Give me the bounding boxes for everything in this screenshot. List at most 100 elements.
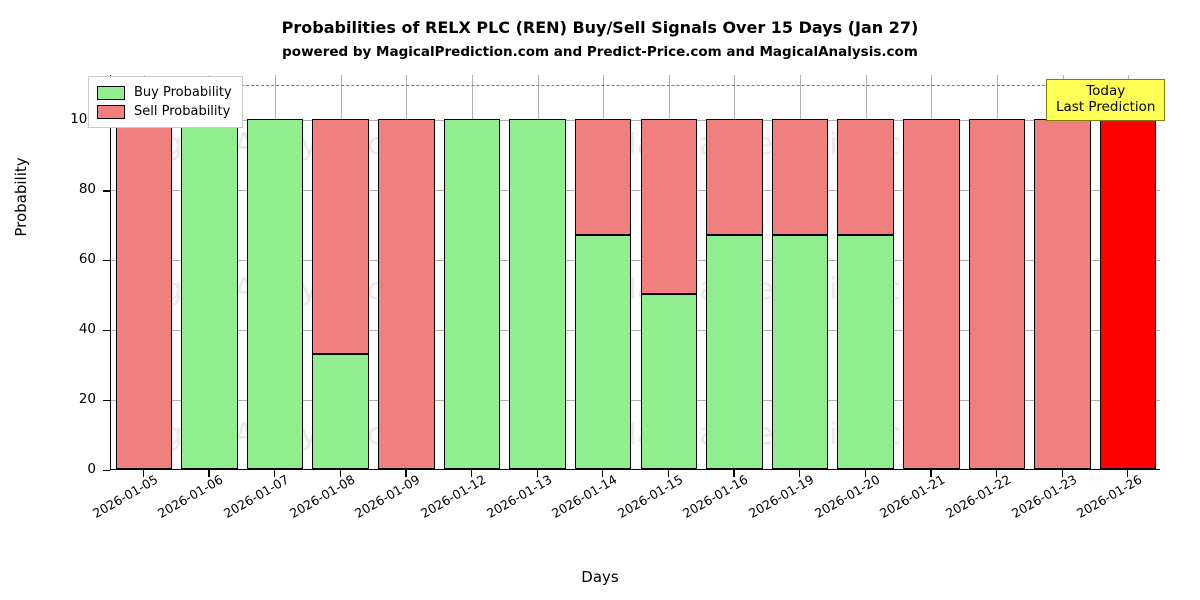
bar-segment-sell[interactable] — [574, 119, 632, 235]
bar-2026-01-19[interactable] — [771, 75, 829, 469]
y-tick-mark — [103, 330, 110, 332]
x-tick-label: 2026-01-05 — [89, 471, 161, 521]
bar-2026-01-16[interactable] — [706, 75, 763, 469]
legend-label-sell: Sell Probability — [134, 104, 231, 119]
x-tick-mark — [339, 470, 341, 477]
bar-2026-01-26[interactable] — [1099, 75, 1157, 469]
bar-segment-buy[interactable] — [771, 234, 829, 469]
legend-item-sell[interactable]: Sell Probability — [97, 102, 232, 121]
bar-2026-01-22[interactable] — [968, 75, 1026, 469]
legend-swatch-sell — [97, 104, 125, 119]
x-tick-label: 2026-01-19 — [746, 471, 817, 521]
x-tick-label: 2026-01-23 — [1008, 471, 1079, 521]
chart-title: Probabilities of RELX PLC (REN) Buy/Sell… — [281, 18, 919, 37]
bar-segment-sell[interactable] — [968, 119, 1026, 469]
bar-2026-01-23[interactable] — [1034, 75, 1091, 469]
x-tick-mark — [602, 470, 604, 477]
today-annotation-line2: Last Prediction — [1056, 99, 1156, 116]
bar-2026-01-14[interactable] — [574, 75, 632, 469]
x-tick-mark — [1061, 470, 1063, 477]
x-tick-mark — [470, 470, 473, 477]
x-tick-mark — [864, 470, 866, 477]
gridline-horizontal — [111, 190, 1160, 192]
x-tick-mark — [733, 470, 735, 477]
bar-segment-buy[interactable] — [509, 119, 566, 469]
bar-segment-sell[interactable] — [1034, 119, 1091, 469]
bar-2026-01-13[interactable] — [509, 75, 566, 469]
bar-segment-buy[interactable] — [837, 234, 894, 469]
threshold-dashed-line — [111, 85, 1160, 87]
x-tick-mark — [995, 470, 998, 477]
x-tick-mark — [930, 470, 932, 477]
bar-2026-01-21[interactable] — [903, 75, 960, 469]
y-tick-label: 40 — [78, 321, 96, 338]
bar-segment-buy[interactable] — [574, 234, 632, 469]
bar-segment-today[interactable] — [1099, 119, 1157, 469]
x-tick-mark — [208, 470, 210, 477]
x-tick-mark — [274, 470, 276, 477]
y-tick-mark — [103, 470, 110, 472]
x-tick-label: 2026-01-20 — [811, 471, 883, 521]
legend-swatch-buy — [97, 85, 125, 100]
y-tick-label: 20 — [78, 391, 96, 408]
chart-subtitle: powered by MagicalPrediction.com and Pre… — [282, 44, 918, 60]
bar-segment-buy[interactable] — [246, 119, 304, 469]
x-axis-label: Days — [581, 568, 619, 586]
x-tick-label: 2026-01-21 — [877, 471, 948, 521]
x-tick-label: 2026-01-08 — [286, 471, 358, 521]
bar-segment-sell[interactable] — [771, 119, 829, 235]
today-annotation: Today Last Prediction — [1046, 79, 1166, 121]
today-annotation-line1: Today — [1086, 83, 1126, 99]
bar-2026-01-08[interactable] — [312, 75, 369, 469]
x-tick-mark — [536, 470, 538, 477]
bar-2026-01-07[interactable] — [246, 75, 304, 469]
gridline-horizontal — [111, 400, 1160, 402]
gridline-horizontal — [111, 260, 1160, 262]
y-tick-mark — [103, 260, 110, 262]
chart-legend: Buy Probability Sell Probability — [88, 76, 243, 128]
bar-segment-sell[interactable] — [903, 119, 960, 469]
bar-segment-sell[interactable] — [115, 119, 173, 469]
y-tick-label: 80 — [78, 181, 96, 198]
x-tick-mark — [405, 470, 407, 477]
y-axis-label: Probability — [12, 157, 30, 237]
plot-inner: MagicalAnalysis.comMagicalPrediction.com… — [111, 75, 1160, 469]
bar-segment-buy[interactable] — [443, 119, 501, 469]
bar-2026-01-05[interactable] — [115, 75, 173, 469]
bar-segment-buy[interactable] — [312, 353, 369, 469]
x-tick-label: 2026-01-07 — [221, 471, 292, 521]
x-tick-mark — [667, 470, 669, 477]
bar-segment-buy[interactable] — [640, 294, 698, 469]
x-tick-label: 2026-01-15 — [614, 471, 686, 521]
x-tick-mark — [142, 470, 144, 477]
x-tick-mark — [799, 470, 801, 477]
bar-segment-buy[interactable] — [181, 119, 238, 469]
x-tick-mark — [1127, 470, 1129, 477]
y-tick-label: 60 — [78, 251, 96, 268]
bar-2026-01-09[interactable] — [378, 75, 435, 469]
x-tick-label: 2026-01-09 — [352, 471, 423, 521]
bar-2026-01-15[interactable] — [640, 75, 698, 469]
bar-segment-sell[interactable] — [837, 119, 894, 235]
x-tick-label: 2026-01-06 — [155, 471, 226, 521]
bar-2026-01-12[interactable] — [443, 75, 501, 469]
bar-segment-sell[interactable] — [640, 119, 698, 295]
x-tick-label: 2026-01-14 — [549, 471, 620, 521]
bar-segment-sell[interactable] — [378, 119, 435, 469]
x-tick-label: 2026-01-16 — [680, 471, 751, 521]
bar-2026-01-06[interactable] — [181, 75, 238, 469]
y-tick-label: 0 — [87, 461, 96, 477]
bar-2026-01-20[interactable] — [837, 75, 894, 469]
gridline-horizontal — [111, 120, 1160, 122]
x-tick-label: 2026-01-26 — [1074, 471, 1145, 521]
bar-segment-buy[interactable] — [706, 234, 763, 469]
y-tick-mark — [103, 400, 110, 402]
y-tick-mark — [103, 190, 110, 192]
bar-segment-sell[interactable] — [312, 119, 369, 354]
x-tick-label: 2026-01-22 — [942, 471, 1014, 521]
bar-segment-sell[interactable] — [706, 119, 763, 235]
legend-item-buy[interactable]: Buy Probability — [97, 83, 232, 102]
legend-label-buy: Buy Probability — [134, 85, 232, 100]
plot-area: MagicalAnalysis.comMagicalPrediction.com… — [110, 75, 1160, 470]
